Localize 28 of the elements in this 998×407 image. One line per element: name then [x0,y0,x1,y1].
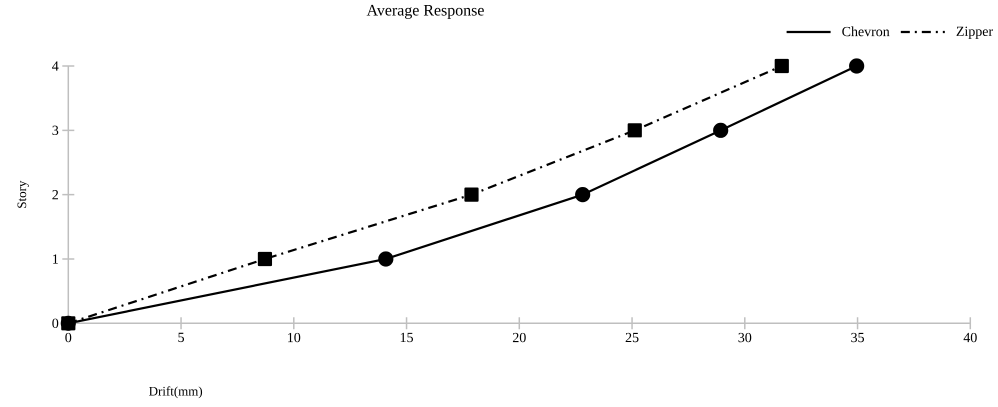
point [713,122,728,138]
x-axis-title: Drift(mm) [149,386,202,398]
x-tick-label: 15 [400,332,413,342]
point [774,58,789,74]
x-tick-label: 20 [512,332,526,342]
y-axis-title: Story [18,180,29,208]
x-tick-label: 5 [178,332,184,342]
point [61,316,76,330]
y-tick-label: 3 [52,126,58,136]
chart-title: Average Response [366,4,484,19]
x-tick-label: 0 [65,332,72,342]
x-tick-label: 25 [626,332,638,342]
y-tick-label: 4 [52,61,59,71]
y-tick-label: 2 [52,190,58,200]
y-tick-label: 1 [53,254,58,264]
x-tick-label: 35 [851,332,864,342]
point [628,123,642,138]
legend-label: Chevron [842,26,890,36]
y-tick-label: 0 [52,318,58,328]
x-tick-label: 30 [738,332,752,342]
x-tick-label: 10 [288,332,300,342]
point [258,252,272,266]
point [464,188,479,202]
legend-label: Zipper [956,26,993,39]
x-tick-label: 40 [964,332,977,342]
point [849,58,864,74]
point [575,187,590,202]
point [378,251,394,267]
